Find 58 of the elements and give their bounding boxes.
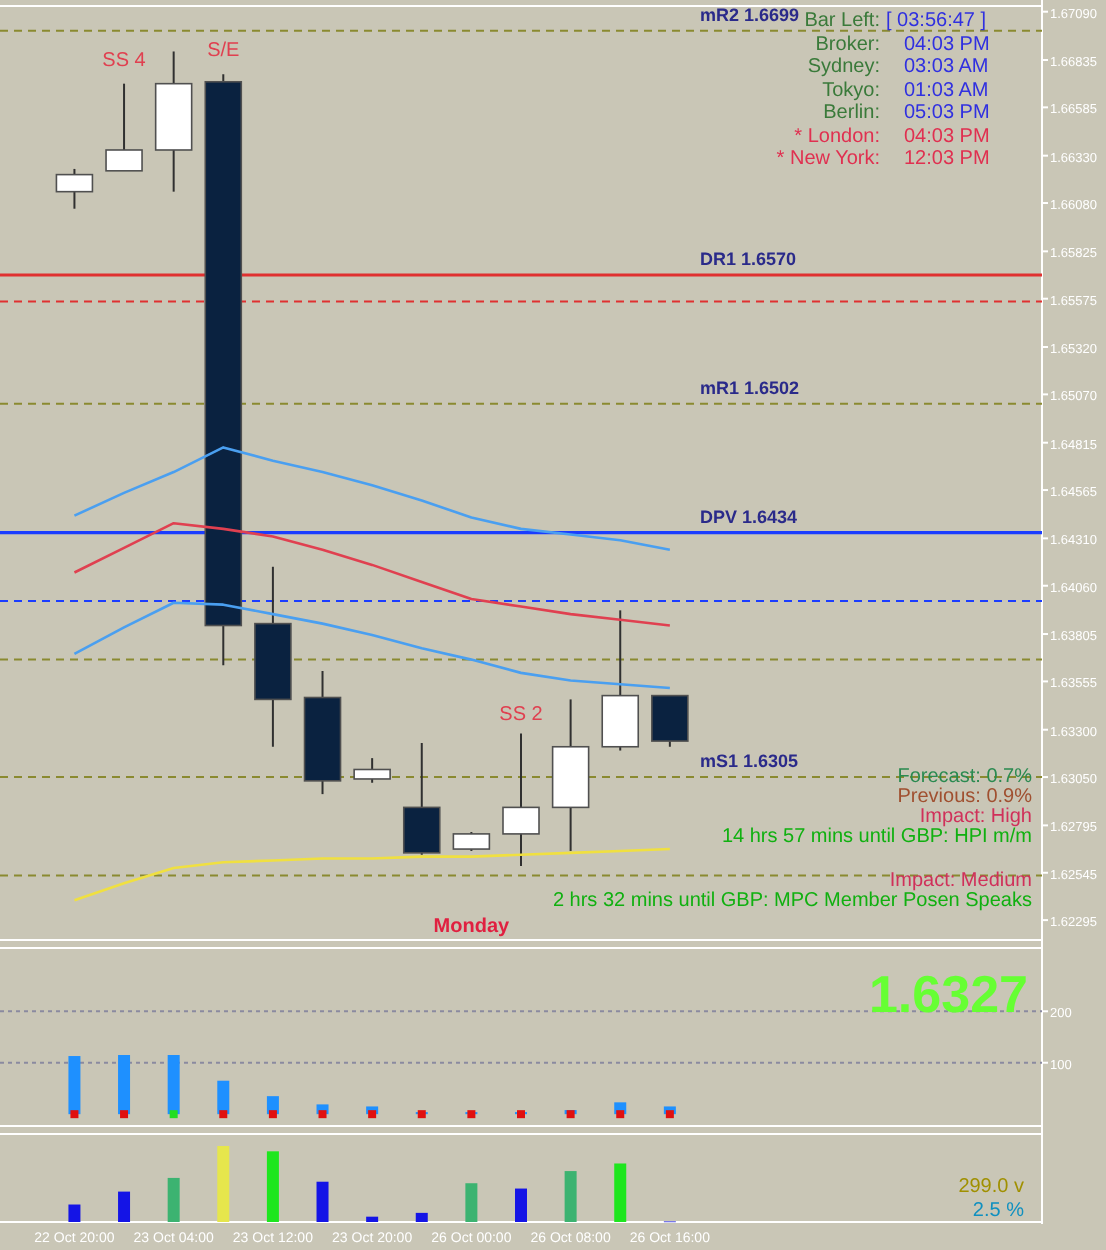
annotation: Forecast: 0.7% xyxy=(897,766,1033,788)
ref-line-label: mS1 1.6305 xyxy=(700,751,799,772)
annotation: 04:03 PM xyxy=(904,34,990,56)
annotation: Berlin: xyxy=(823,102,880,124)
annotation: SS 4 xyxy=(102,50,147,72)
annotation: Impact: Medium xyxy=(889,870,1032,892)
bar xyxy=(68,1056,81,1115)
annotation: 05:03 PM xyxy=(904,102,990,124)
candlestick xyxy=(452,831,491,852)
annotation: 03:03 AM xyxy=(904,56,989,78)
bar xyxy=(614,1163,627,1222)
bar xyxy=(415,1212,428,1222)
annotation: 14 hrs 57 mins until GBP: HPI m/m xyxy=(721,826,1032,848)
annotation: Broker: xyxy=(815,34,880,56)
annotation: 12:03 PM xyxy=(904,148,990,170)
ref-line-label: DR1 1.6570 xyxy=(700,249,797,270)
bar xyxy=(118,1191,131,1222)
candlestick xyxy=(402,741,441,856)
ref-line-label: mR2 1.6699 xyxy=(700,4,800,25)
candlestick xyxy=(502,732,540,868)
bar xyxy=(366,1216,379,1222)
annotation: Previous: 0.9% xyxy=(897,786,1033,808)
candlestick xyxy=(105,82,143,172)
annotation: Tokyo: xyxy=(822,80,880,102)
bar xyxy=(515,1188,527,1222)
candlestick xyxy=(55,167,94,210)
line-series xyxy=(73,521,672,627)
candlestick xyxy=(353,757,391,784)
bar xyxy=(217,1146,230,1222)
line-series xyxy=(73,601,672,690)
annotation: 1.6327 xyxy=(868,964,1028,1024)
bar xyxy=(266,1151,279,1222)
bar xyxy=(167,1177,180,1222)
annotation: SS 2 xyxy=(499,704,544,726)
bar xyxy=(167,1055,180,1115)
annotation: 2 hrs 32 mins until GBP: MPC Member Posen Speaks xyxy=(552,890,1032,912)
ref-line-label: mR1 1.6502 xyxy=(700,377,800,398)
bar xyxy=(465,1183,478,1222)
annotation: * London: xyxy=(794,126,880,148)
annotation: Sydney: xyxy=(807,56,880,78)
bar xyxy=(68,1204,81,1222)
bar xyxy=(564,1171,577,1222)
annotation: Monday xyxy=(433,916,511,938)
annotation: * New York: xyxy=(776,148,880,170)
ref-line-label: DPV 1.6434 xyxy=(700,506,798,527)
annotation: [ 03:56:47 ] xyxy=(886,10,987,32)
line-series xyxy=(73,446,672,552)
bar xyxy=(217,1080,230,1115)
bar xyxy=(316,1181,329,1222)
annotation: 01:03 AM xyxy=(904,80,989,102)
annotation: Impact: High xyxy=(919,806,1032,828)
annotation: Bar Left: xyxy=(804,10,880,32)
annotation: 299.0 v xyxy=(958,1176,1024,1198)
annotation: 2.5 % xyxy=(972,1200,1025,1222)
candlestick xyxy=(651,694,689,748)
bar xyxy=(118,1055,131,1115)
annotation: S/E xyxy=(207,40,241,62)
annotation: 04:03 PM xyxy=(904,126,990,148)
